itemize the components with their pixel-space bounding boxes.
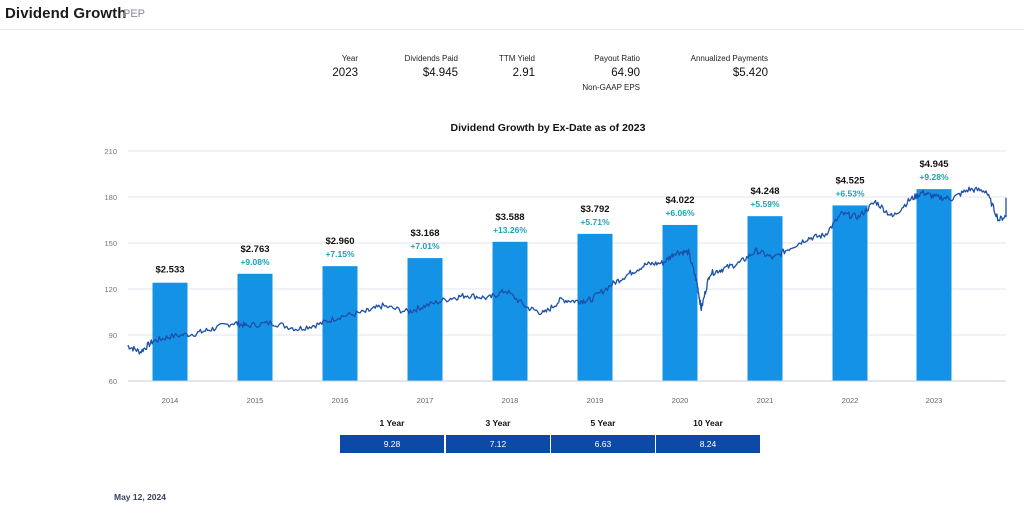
dividend-bar: [577, 233, 613, 381]
cagr-label-5y: 5 Year: [590, 418, 616, 428]
x-tick-label: 2021: [757, 396, 774, 405]
year-label: Year: [341, 54, 358, 63]
dividend-value-label: $3.588: [495, 212, 524, 223]
growth-rate-label: +6.06%: [665, 208, 695, 218]
x-tick-label: 2018: [502, 396, 519, 405]
dividend-value-label: $4.525: [835, 175, 865, 186]
dividend-bar: [407, 258, 443, 381]
x-tick-label: 2014: [162, 396, 179, 405]
dividend-value-label: $3.792: [580, 204, 609, 215]
cagr-label-3y: 3 Year: [485, 418, 511, 428]
dividend-bars: [152, 189, 952, 381]
x-tick-label: 2016: [332, 396, 349, 405]
growth-rate-label: +5.71%: [580, 217, 610, 227]
y-tick-label: 60: [109, 377, 117, 386]
dividend-bar: [747, 216, 783, 381]
growth-rate-label: +7.01%: [410, 241, 440, 251]
x-tick-label: 2020: [672, 396, 689, 405]
growth-rate-label: +5.59%: [750, 199, 780, 209]
payout-ratio-note: Non-GAAP EPS: [582, 83, 640, 92]
growth-rate-label: +9.08%: [240, 257, 270, 267]
as-of-date: May 12, 2024: [114, 492, 166, 502]
x-tick-label: 2022: [842, 396, 859, 405]
ttm-yield-label: TTM Yield: [498, 54, 535, 63]
y-tick-label: 120: [104, 285, 117, 294]
cagr-label-10y: 10 Year: [693, 418, 723, 428]
y-tick-label: 90: [109, 331, 117, 340]
y-tick-label: 180: [104, 193, 117, 202]
cagr-label-1y: 1 Year: [379, 418, 405, 428]
x-tick-label: 2023: [926, 396, 943, 405]
dividend-bar: [832, 205, 868, 381]
dividends-paid-value: $4.945: [422, 67, 458, 79]
price-line-layer: [127, 186, 1007, 355]
payout-ratio-label: Payout Ratio: [594, 54, 640, 63]
dividend-bar: [916, 189, 952, 381]
growth-rate-label: +9.28%: [919, 172, 949, 182]
year-value: 2023: [332, 67, 358, 79]
dividend-value-label: $4.945: [919, 159, 949, 170]
x-tick-label: 2015: [247, 396, 264, 405]
chart-axes: 60 90 120 150 180 210 2014 2015 2016 2017 2018 2019…: [104, 147, 1006, 405]
page-header: Dividend Growth PEP: [0, 0, 1024, 30]
dividend-bar: [322, 266, 358, 381]
page-title: Dividend Growth: [5, 5, 127, 22]
dividend-bar: [152, 282, 188, 381]
cagr-value-3y: 7.12: [446, 435, 550, 453]
growth-rate-label: +7.15%: [325, 249, 355, 259]
growth-rate-label: +13.26%: [493, 225, 527, 235]
payout-ratio-value: 64.90: [611, 67, 640, 79]
bar-labels: $2.533 $2.763 +9.08% $2.960 +7.15% $3.168 +7.0…: [155, 159, 949, 276]
chart-title: Dividend Growth by Ex-Date as of 2023: [451, 122, 646, 134]
cagr-value-5y: 6.63: [551, 435, 655, 453]
x-tick-label: 2017: [417, 396, 434, 405]
dividend-value-label: $4.248: [750, 186, 779, 197]
ticker-symbol: PEP: [123, 8, 146, 20]
dividend-bar: [662, 224, 698, 381]
y-tick-label: 150: [104, 239, 117, 248]
annualized-payments-label: Annualized Payments: [690, 54, 768, 63]
cagr-value-1y: 9.28: [340, 435, 444, 453]
dividend-bar: [492, 241, 528, 381]
annualized-payments-value: $5.420: [732, 67, 768, 79]
price-line: [127, 186, 1007, 355]
dividend-value-label: $4.022: [665, 195, 694, 206]
dividend-value-label: $2.533: [155, 265, 184, 276]
ttm-yield-value: 2.91: [512, 67, 535, 79]
x-tick-label: 2019: [587, 396, 604, 405]
dividend-value-label: $3.168: [410, 228, 439, 239]
dividends-paid-label: Dividends Paid: [404, 54, 458, 63]
growth-rate-label: +6.53%: [835, 188, 865, 198]
dividend-value-label: $2.763: [240, 244, 269, 255]
cagr-value-10y: 8.24: [656, 435, 760, 453]
dividend-value-label: $2.960: [325, 236, 354, 247]
y-tick-label: 210: [104, 147, 117, 156]
